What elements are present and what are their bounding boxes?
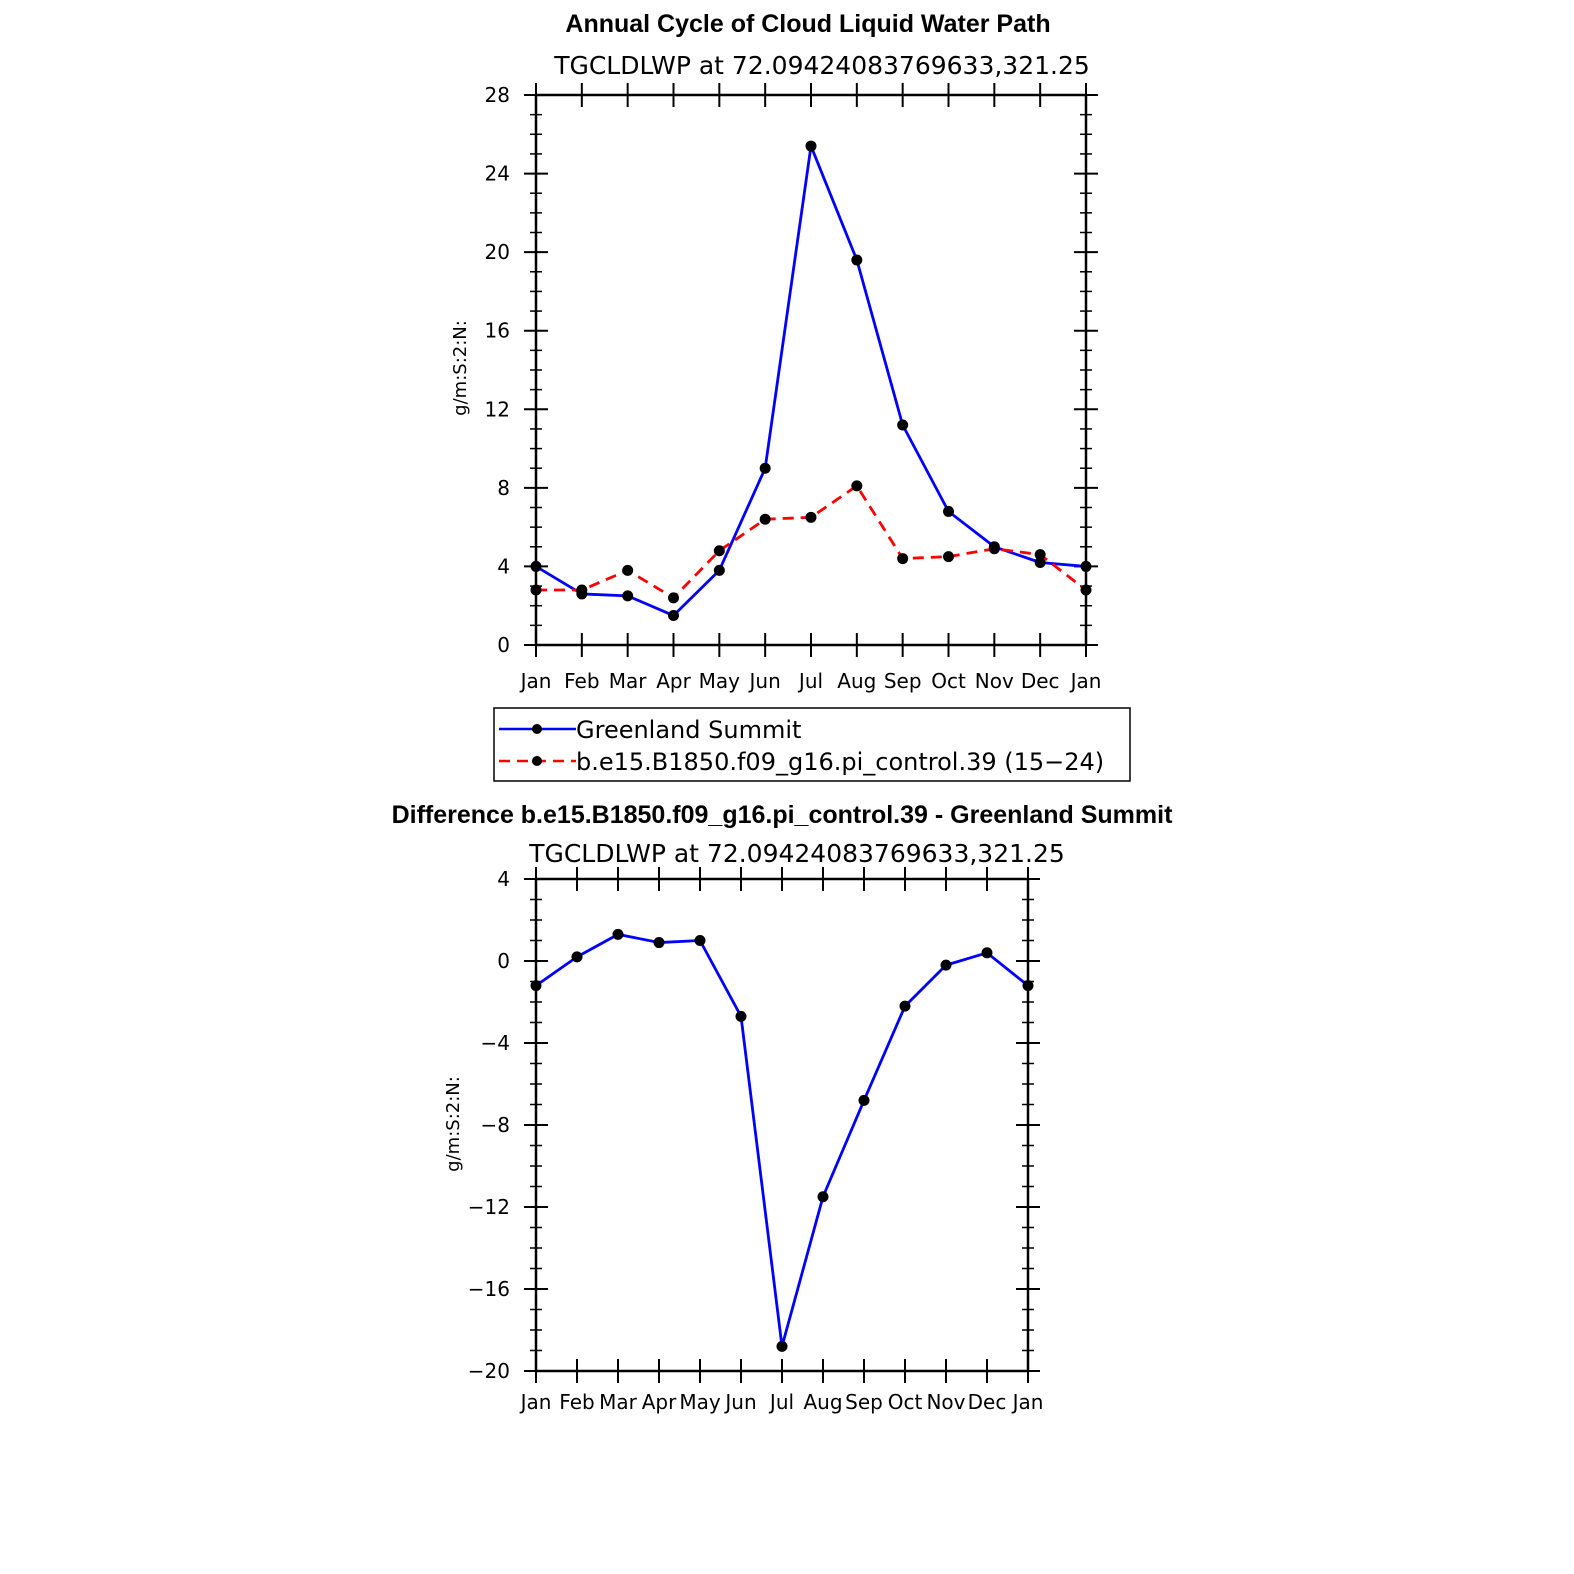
panel-difference: Difference b.e15.B1850.f09_g16.pi_contro… [392, 801, 1174, 1414]
series-line-0 [535, 144, 1087, 617]
x-tick-label: Aug [803, 1390, 842, 1414]
data-point-series-0-7 [851, 254, 863, 266]
x-tick-label: Jan [519, 669, 552, 693]
legend-entry-greenland-summit: Greenland Summit [499, 716, 801, 744]
y-tick-label: 0 [497, 633, 510, 657]
series-line-0 [535, 932, 1029, 1348]
y-tick-label: 4 [497, 867, 510, 891]
legend-marker-greenland-summit [532, 724, 542, 734]
data-point-series-0-2 [622, 590, 634, 602]
y-tick-label: 24 [485, 162, 510, 186]
data-point-series-0-7 [817, 1191, 829, 1203]
plot-area: −20 −16 −12 −8 −4 0 4 Jan Feb Mar Apr May Jun Jul Aug S… [468, 867, 1044, 1414]
x-tick-label: Feb [559, 1390, 594, 1414]
y-tick-label: 12 [485, 397, 510, 421]
y-tick-label: −4 [481, 1031, 510, 1055]
x-tick-label: May [679, 1390, 721, 1414]
x-tick-label: Oct [888, 1390, 923, 1414]
x-tick-label: Jul [768, 1390, 794, 1414]
x-tick-label: Dec [968, 1390, 1007, 1414]
plot-frame [534, 877, 1030, 1373]
legend-marker-pi-control [532, 756, 542, 766]
y-tick-label: 0 [497, 949, 510, 973]
x-tick-label: Mar [599, 1390, 638, 1414]
plot-frame [534, 93, 1088, 647]
y-tick-label: 8 [497, 476, 510, 500]
chart-subtitle: TGCLDLWP at 72.09424083769633,321.25 [553, 51, 1090, 80]
x-tick-label: Jul [797, 669, 823, 693]
data-point-series-1-6 [805, 511, 817, 523]
data-point-series-0-3 [668, 610, 679, 622]
data-point-series-1-3 [668, 592, 679, 604]
x-tick-label: Nov [975, 669, 1014, 693]
y-tick-label: 20 [485, 240, 510, 264]
data-point-series-0-1 [571, 951, 583, 963]
data-point-series-0-4 [694, 935, 706, 946]
x-tick-label: Sep [845, 1390, 883, 1414]
data-point-series-0-4 [713, 564, 725, 576]
chart-title: Difference b.e15.B1850.f09_g16.pi_contro… [392, 801, 1174, 829]
data-point-series-0-6 [805, 140, 817, 152]
legend-label-pi-control: b.e15.B1850.f09_g16.pi_control.39 (15−24… [576, 748, 1104, 776]
data-point-series-1-9 [943, 551, 954, 563]
data-point-series-0-11 [981, 947, 993, 959]
data-point-series-1-11 [1034, 549, 1046, 561]
data-point-series-1-7 [851, 480, 863, 492]
data-point-series-0-9 [899, 1000, 911, 1012]
chart-title: Annual Cycle of Cloud Liquid Water Path [565, 10, 1050, 38]
data-point-series-0-3 [653, 937, 665, 949]
y-axis-label: g/m:S:2:N: [443, 1076, 464, 1172]
x-tick-label: Apr [642, 1390, 677, 1414]
x-tick-label: Nov [926, 1390, 965, 1414]
y-tick-label: −12 [468, 1195, 510, 1219]
x-tick-label: Oct [931, 669, 966, 693]
x-tick-label: Jan [519, 1390, 552, 1414]
data-point-series-0-2 [612, 928, 624, 940]
data-point-series-1-1 [576, 584, 588, 596]
x-tick-label: Feb [564, 669, 599, 693]
data-point-series-0-8 [858, 1094, 870, 1106]
legend-label-greenland-summit: Greenland Summit [576, 716, 801, 744]
data-point-series-0-8 [897, 419, 909, 431]
y-tick-label: 28 [485, 83, 510, 107]
data-point-series-0-9 [943, 505, 954, 517]
y-axis-label: g/m:S:2:N: [450, 320, 471, 416]
x-tick-label: Jun [723, 1390, 756, 1414]
x-tick-label: Aug [837, 669, 876, 693]
x-tick-label: Jan [1069, 669, 1102, 693]
y-tick-label: −16 [468, 1277, 510, 1301]
chart-subtitle: TGCLDLWP at 72.09424083769633,321.25 [528, 839, 1065, 868]
panel-annual-cycle: Annual Cycle of Cloud Liquid Water Path … [450, 10, 1131, 782]
x-tick-label: Jun [748, 669, 781, 693]
data-point-series-1-2 [622, 564, 634, 576]
data-point-series-0-11 [1034, 557, 1046, 568]
data-point-series-0-6 [776, 1340, 788, 1352]
legend-entry-pi-control: b.e15.B1850.f09_g16.pi_control.39 (15−24… [499, 748, 1104, 776]
x-tick-label: Dec [1021, 669, 1060, 693]
data-point-series-1-4 [713, 545, 725, 557]
x-tick-label: Jan [1011, 1390, 1044, 1414]
data-point-series-1-10 [988, 543, 1000, 555]
x-tick-label: May [699, 669, 741, 693]
y-tick-label: 16 [485, 319, 510, 343]
plot-area: 0 4 8 12 16 20 24 28 Jan Feb Mar Apr May Jun Jul Aug Sep… [485, 83, 1102, 693]
data-point-series-0-5 [759, 462, 771, 474]
series-line-1 [536, 484, 1087, 600]
y-tick-label: 4 [497, 554, 510, 578]
y-tick-label: −8 [481, 1113, 510, 1137]
data-point-series-1-5 [759, 513, 771, 525]
x-tick-label: Sep [884, 669, 922, 693]
data-point-series-1-8 [897, 553, 909, 565]
data-point-series-0-5 [735, 1010, 747, 1022]
y-tick-label: −20 [468, 1359, 510, 1383]
legend-box [493, 707, 1131, 782]
data-point-series-0-10 [940, 959, 952, 971]
x-tick-label: Mar [609, 669, 648, 693]
legend: Greenland Summit b.e15.B1850.f09_g16.pi_… [493, 707, 1131, 782]
x-tick-label: Apr [656, 669, 691, 693]
